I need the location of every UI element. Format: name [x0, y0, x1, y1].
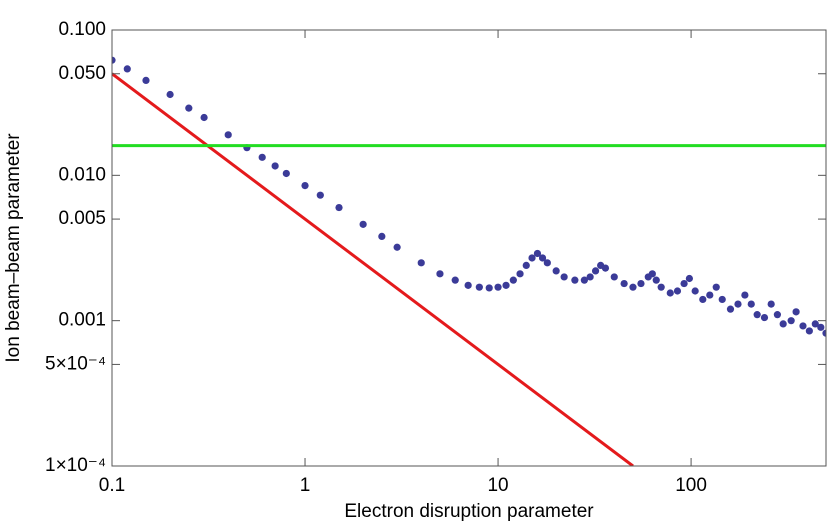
data-point — [591, 267, 600, 275]
data-point — [817, 323, 825, 331]
data-point — [502, 281, 510, 289]
data-point — [648, 270, 656, 278]
y-tick-label: 0.001 — [58, 310, 106, 331]
data-point — [712, 283, 720, 291]
data-point — [451, 276, 459, 284]
data-point — [571, 276, 579, 284]
data-point — [301, 181, 309, 190]
data-point — [637, 279, 645, 288]
data-point — [673, 287, 682, 295]
data-point — [528, 254, 536, 262]
data-point — [773, 311, 781, 319]
data-point — [741, 291, 749, 299]
x-tick-label: 1 — [300, 475, 311, 496]
data-point — [691, 287, 699, 295]
data-point — [811, 320, 819, 328]
data-point — [538, 254, 547, 262]
data-point — [620, 279, 628, 288]
x-tick-label: 10 — [487, 475, 508, 496]
data-point — [522, 261, 530, 270]
data-point — [734, 300, 742, 308]
data-point — [494, 283, 502, 291]
data-point — [760, 313, 769, 322]
data-point — [258, 153, 266, 161]
data-point — [316, 191, 324, 199]
data-point — [767, 300, 775, 308]
data-point — [112, 56, 116, 64]
data-point — [822, 329, 826, 337]
plot-area — [112, 56, 826, 466]
data-point — [753, 311, 761, 319]
data-point — [543, 259, 551, 267]
data-point — [799, 322, 807, 330]
data-point — [580, 276, 588, 284]
data-point — [685, 274, 693, 283]
data-line — [112, 72, 634, 466]
data-point — [805, 327, 813, 335]
data-point — [436, 270, 444, 278]
x-tick-label: 100 — [675, 475, 707, 496]
data-point — [166, 90, 174, 99]
y-tick-label: 5×10⁻⁴ — [45, 353, 106, 374]
data-point — [666, 289, 674, 297]
data-point — [378, 232, 386, 241]
data-point — [726, 305, 735, 313]
data-point — [142, 76, 150, 84]
data-point — [509, 276, 517, 284]
y-tick-label: 0.100 — [58, 19, 106, 40]
data-point — [271, 162, 279, 170]
x-axis-label: Electron disruption parameter — [344, 501, 594, 522]
data-point — [200, 113, 208, 122]
data-point — [699, 295, 707, 304]
data-point — [601, 264, 610, 272]
data-point — [610, 273, 618, 281]
data-point — [629, 283, 637, 291]
y-tick-label: 1×10⁻⁴ — [45, 455, 106, 476]
y-tick-label: 0.010 — [58, 164, 106, 185]
y-axis-label: Ion beam–beam parameter — [3, 133, 24, 363]
data-point — [417, 259, 425, 267]
x-tick-label: 0.1 — [99, 475, 125, 496]
data-point — [516, 270, 524, 278]
data-point — [123, 65, 131, 73]
data-point — [224, 131, 232, 139]
data-point — [475, 283, 483, 291]
data-point — [485, 284, 493, 292]
data-point — [747, 300, 755, 308]
data-point — [552, 267, 560, 275]
data-point — [560, 273, 568, 281]
data-point — [359, 220, 367, 228]
data-point — [718, 295, 726, 304]
data-point — [185, 104, 193, 112]
plot-frame — [111, 29, 827, 467]
data-point — [282, 169, 290, 178]
data-point — [586, 273, 594, 281]
y-tick-label: 0.005 — [58, 208, 106, 229]
y-tick-label: 0.050 — [58, 63, 106, 84]
data-point — [652, 276, 660, 284]
data-point — [680, 279, 688, 288]
data-point — [779, 320, 787, 328]
data-point — [335, 203, 343, 212]
data-point — [706, 291, 714, 299]
data-point — [792, 308, 800, 316]
data-point — [464, 281, 472, 289]
data-point — [657, 283, 665, 291]
data-point — [787, 317, 795, 325]
data-point — [533, 249, 542, 258]
data-point — [393, 243, 401, 251]
